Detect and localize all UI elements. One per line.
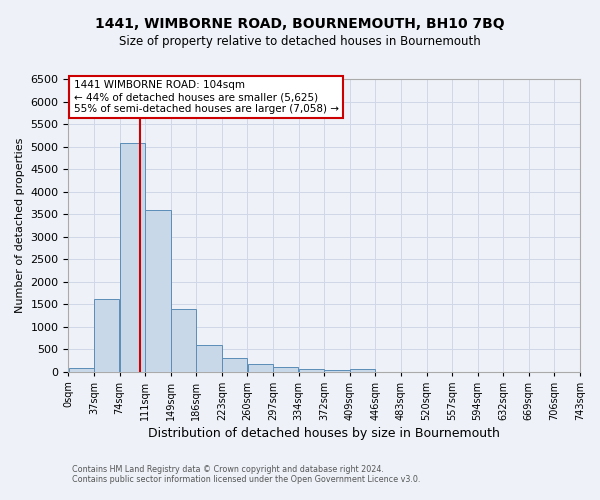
Bar (325, 370, 350, 372)
Text: Contains HM Land Registry data © Crown copyright and database right 2024.: Contains HM Land Registry data © Crown c… (72, 466, 384, 474)
Bar (68, 368, 94, 372)
Bar (145, 210, 170, 372)
Bar (222, 358, 247, 372)
Text: 1441 WIMBORNE ROAD: 104sqm
← 44% of detached houses are smaller (5,625)
55% of s: 1441 WIMBORNE ROAD: 104sqm ← 44% of deta… (74, 80, 338, 114)
Bar (94, 298, 119, 372)
Y-axis label: Number of detached properties: Number of detached properties (15, 138, 25, 313)
Text: Contains public sector information licensed under the Open Government Licence v3: Contains public sector information licen… (72, 476, 421, 484)
Text: 1441, WIMBORNE ROAD, BOURNEMOUTH, BH10 7BQ: 1441, WIMBORNE ROAD, BOURNEMOUTH, BH10 7… (95, 18, 505, 32)
Bar (350, 370, 375, 372)
Bar (299, 369, 324, 372)
Text: Size of property relative to detached houses in Bournemouth: Size of property relative to detached ho… (119, 35, 481, 48)
Bar (248, 364, 273, 372)
Bar (196, 345, 222, 372)
Bar (120, 143, 145, 372)
Bar (171, 309, 196, 372)
Bar (273, 366, 298, 372)
X-axis label: Distribution of detached houses by size in Bournemouth: Distribution of detached houses by size … (148, 427, 500, 440)
